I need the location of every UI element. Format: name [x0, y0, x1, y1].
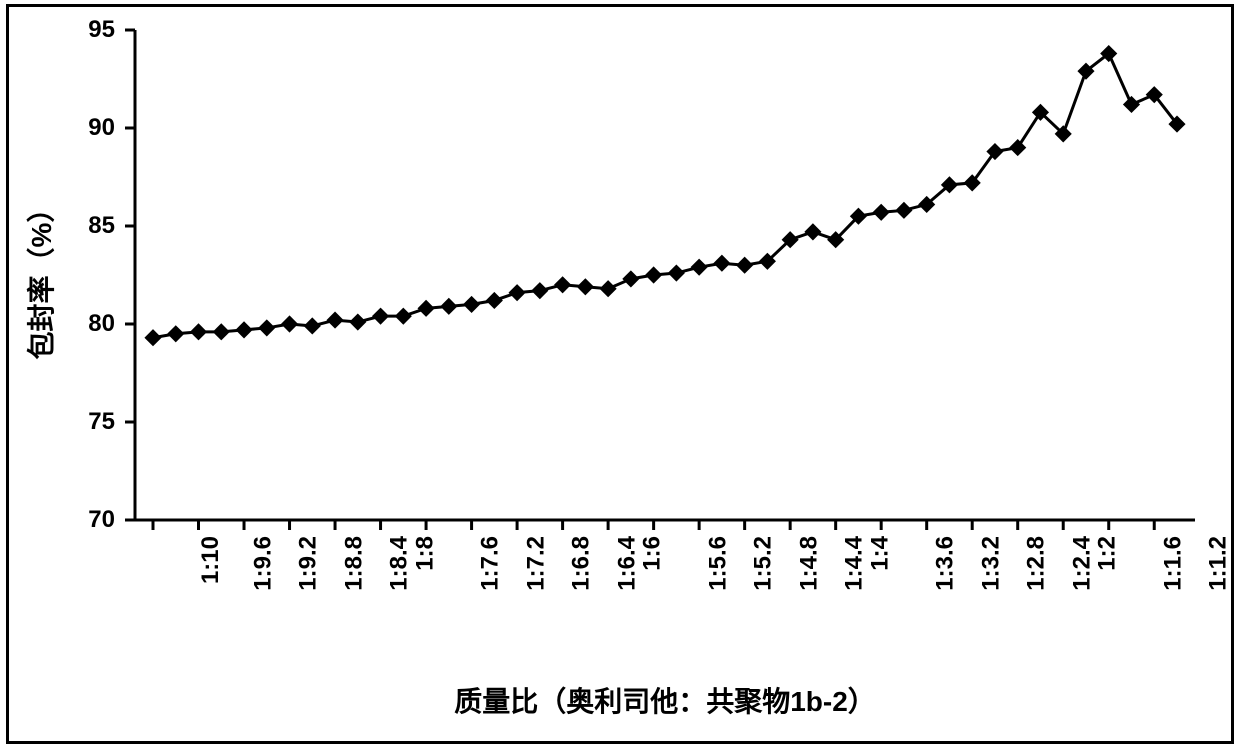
x-tick-label: 1:4: [866, 536, 894, 571]
x-tick-label: 1:1.6: [1159, 536, 1187, 591]
x-tick-label: 1:2.4: [1068, 536, 1096, 591]
x-tick-label: 1:7.6: [477, 536, 505, 591]
y-tick-label: 95: [65, 16, 115, 44]
x-tick-label: 1:6.8: [568, 536, 596, 591]
x-tick-label: 1:4.8: [795, 536, 823, 591]
x-tick-label: 1:8.4: [386, 536, 414, 591]
x-tick-label: 1:5.2: [750, 536, 778, 591]
x-tick-label: 1:9.6: [249, 536, 277, 591]
y-tick-label: 90: [65, 114, 115, 142]
y-tick-label: 70: [65, 506, 115, 534]
y-axis-label: 包封率（%）: [20, 177, 60, 377]
x-tick-label: 1:9.2: [295, 536, 323, 591]
chart-container: 包封率（%） 质量比（奥利司他：共聚物1b-2） 70 75 80 85 90 95 1:1…: [0, 0, 1240, 748]
x-tick-label: 1:6: [639, 536, 667, 571]
x-tick-label: 1:5.6: [704, 536, 732, 591]
x-tick-label: 1:8.8: [340, 536, 368, 591]
x-tick-label: 1:2: [1094, 536, 1122, 571]
y-tick-label: 80: [65, 310, 115, 338]
x-tick-label: 1:1.2: [1205, 536, 1233, 591]
chart-svg: [0, 0, 1240, 748]
x-tick-label: 1:6.4: [613, 536, 641, 591]
x-tick-label: 1:7.2: [522, 536, 550, 591]
x-tick-label: 1:3.6: [932, 536, 960, 591]
x-axis-label: 质量比（奥利司他：共聚物1b-2）: [135, 680, 1195, 720]
x-tick-label: 1:8: [411, 536, 439, 571]
x-tick-label: 1:3.2: [977, 536, 1005, 591]
y-tick-label: 85: [65, 212, 115, 240]
x-tick-label: 1:10: [197, 536, 225, 584]
x-tick-label: 1:4.4: [841, 536, 869, 591]
x-tick-label: 1:2.8: [1023, 536, 1051, 591]
y-tick-label: 75: [65, 408, 115, 436]
